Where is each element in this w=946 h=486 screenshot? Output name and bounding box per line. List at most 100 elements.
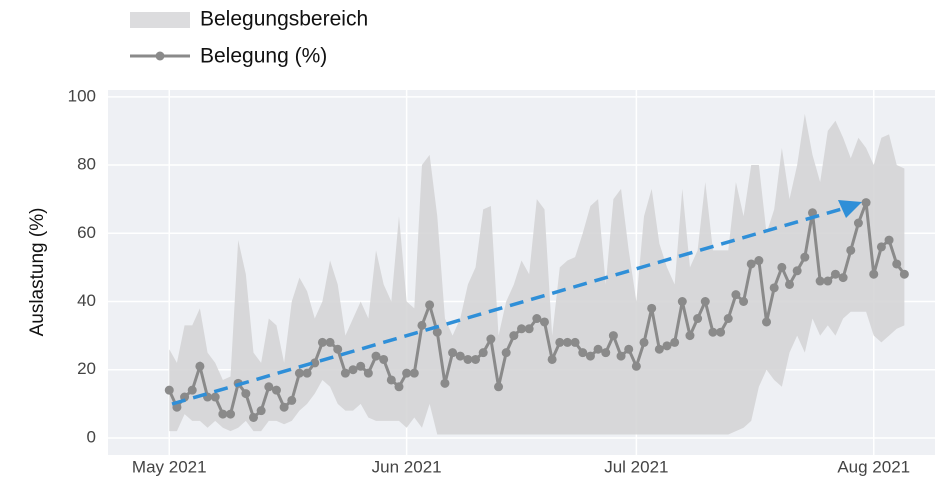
point bbox=[532, 314, 542, 324]
point bbox=[624, 344, 634, 354]
point bbox=[639, 337, 649, 347]
y-axis-label: Auslastung (%) bbox=[27, 208, 48, 337]
point bbox=[685, 331, 695, 341]
point bbox=[440, 378, 450, 388]
point bbox=[830, 269, 840, 279]
y-tick-label: 100 bbox=[68, 86, 96, 105]
point bbox=[716, 327, 726, 337]
legend-band-swatch bbox=[130, 12, 190, 28]
point bbox=[693, 314, 703, 324]
x-tick-label: Jun 2021 bbox=[372, 457, 442, 476]
point bbox=[356, 361, 366, 371]
point bbox=[494, 382, 504, 392]
point bbox=[647, 303, 657, 313]
point bbox=[333, 344, 343, 354]
point bbox=[379, 354, 389, 364]
point bbox=[509, 331, 519, 341]
point bbox=[386, 375, 396, 385]
point bbox=[570, 337, 580, 347]
point bbox=[264, 382, 274, 392]
point bbox=[547, 354, 557, 364]
point bbox=[279, 402, 289, 412]
point bbox=[853, 218, 863, 228]
x-tick-label: Jul 2021 bbox=[604, 457, 668, 476]
trend-arrow bbox=[171, 206, 846, 406]
point bbox=[471, 354, 481, 364]
point bbox=[210, 392, 220, 402]
point bbox=[662, 341, 672, 351]
point bbox=[876, 242, 886, 252]
point bbox=[271, 385, 281, 395]
point bbox=[310, 358, 320, 368]
grid: 0 20 40 60 80 100 May 2021 Jun 2021 Jul 2021 Aug … bbox=[68, 86, 935, 476]
point bbox=[670, 337, 680, 347]
y-tick-label: 20 bbox=[77, 359, 96, 378]
y-tick-label: 40 bbox=[77, 291, 96, 310]
point bbox=[792, 266, 802, 276]
point bbox=[448, 348, 458, 358]
point bbox=[754, 256, 764, 266]
point bbox=[739, 296, 749, 306]
point bbox=[562, 337, 572, 347]
marks bbox=[164, 113, 909, 435]
point bbox=[409, 368, 419, 378]
legend-label: Belegung (%) bbox=[200, 45, 327, 68]
point bbox=[800, 252, 810, 262]
legend-label: Belegungsbereich bbox=[200, 8, 368, 31]
point bbox=[486, 334, 496, 344]
point bbox=[700, 296, 710, 306]
x-tick-label: May 2021 bbox=[132, 457, 207, 476]
point bbox=[195, 361, 205, 371]
point bbox=[241, 389, 251, 399]
trend-arrowhead bbox=[838, 200, 862, 218]
point bbox=[601, 348, 611, 358]
point bbox=[432, 327, 442, 337]
point bbox=[861, 198, 871, 208]
point bbox=[708, 327, 718, 337]
y-tick-label: 60 bbox=[77, 223, 96, 242]
point bbox=[348, 365, 358, 375]
point bbox=[478, 348, 488, 358]
point bbox=[846, 245, 856, 255]
point bbox=[325, 337, 335, 347]
point bbox=[394, 382, 404, 392]
point bbox=[608, 331, 618, 341]
point bbox=[869, 269, 879, 279]
point bbox=[892, 259, 902, 269]
point bbox=[248, 412, 258, 422]
point bbox=[539, 317, 549, 327]
point bbox=[785, 279, 795, 289]
point bbox=[363, 368, 373, 378]
point bbox=[838, 273, 848, 283]
point bbox=[501, 348, 511, 358]
point bbox=[578, 348, 588, 358]
point bbox=[517, 324, 526, 334]
point bbox=[762, 317, 772, 327]
point bbox=[164, 385, 174, 395]
point bbox=[631, 361, 641, 371]
point bbox=[899, 269, 909, 279]
point bbox=[884, 235, 894, 245]
point bbox=[455, 351, 465, 361]
point bbox=[187, 385, 197, 395]
y-tick-label: 80 bbox=[77, 155, 96, 174]
point bbox=[340, 368, 350, 378]
point bbox=[371, 351, 381, 361]
point bbox=[777, 262, 787, 272]
point bbox=[256, 406, 266, 416]
point bbox=[654, 344, 664, 354]
point bbox=[294, 368, 304, 378]
x-tick-label: Aug 2021 bbox=[837, 457, 910, 476]
point bbox=[746, 259, 756, 269]
point bbox=[769, 283, 779, 293]
point bbox=[723, 314, 733, 324]
point bbox=[815, 276, 825, 286]
point bbox=[677, 296, 687, 306]
point bbox=[731, 290, 741, 300]
point bbox=[555, 337, 565, 347]
point bbox=[402, 368, 412, 378]
point bbox=[524, 324, 534, 334]
point bbox=[585, 351, 595, 361]
y-tick-label: 0 bbox=[87, 427, 96, 446]
